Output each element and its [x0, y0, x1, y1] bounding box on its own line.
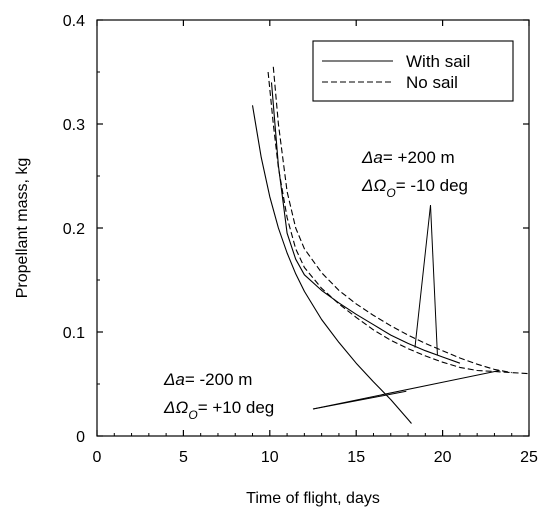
- annotation-symbol: Δa: [361, 148, 383, 167]
- annotation-pointer: [414, 205, 432, 348]
- x-tick-label: 25: [520, 449, 538, 466]
- legend-box: [312, 40, 514, 102]
- annotation-line1: Δa= +200 m: [361, 148, 455, 167]
- y-tick-label: 0.3: [63, 117, 85, 134]
- annotation-symbol: ΔΩ: [361, 176, 386, 195]
- series-line-dashed-minus: [267, 71, 530, 375]
- legend-label: No sail: [406, 73, 458, 92]
- y-tick-label: 0.1: [63, 325, 85, 342]
- y-tick-label: 0.2: [63, 221, 85, 238]
- annotation-symbol: Δa: [163, 370, 185, 389]
- annotation-pointer: [430, 205, 438, 355]
- annotation-line2: ΔΩO= +10 deg: [163, 398, 274, 422]
- annotation-value: = -10 deg: [396, 176, 468, 195]
- y-axis-label: Propellant mass, kg: [14, 158, 31, 299]
- legend-label: With sail: [406, 52, 470, 71]
- plot-series: [251, 66, 530, 424]
- annotation-subscript: O: [188, 408, 197, 422]
- annotation-line2: ΔΩO= -10 deg: [361, 176, 468, 200]
- series-line-solid-minus: [251, 105, 412, 424]
- x-axis-label: Time of flight, days: [246, 490, 380, 507]
- y-tick-label: 0: [76, 429, 85, 446]
- series-line-solid-plus: [270, 82, 461, 364]
- x-tick-label: 10: [261, 449, 279, 466]
- annotation-minus: Δa= -200 m ΔΩO= +10 deg: [163, 369, 500, 422]
- annotation-line1: Δa= -200 m: [163, 370, 252, 389]
- y-tick-label: 0.4: [63, 13, 85, 30]
- annotation-plus: Δa= +200 m ΔΩO= -10 deg: [361, 148, 468, 355]
- legend: With sail No sail: [312, 40, 514, 102]
- annotation-pointer: [312, 369, 500, 410]
- annotation-subscript: O: [386, 186, 395, 200]
- annotation-value: = +10 deg: [198, 398, 275, 417]
- series-line-dashed-plus: [272, 66, 512, 374]
- annotation-value: = +200 m: [383, 148, 455, 167]
- x-tick-label: 0: [93, 449, 102, 466]
- plot-axes: 0 5 10 15 20 25 0 0.1 0.2 0.3 0.4 Time of flight, d…: [14, 13, 538, 507]
- x-tick-label: 5: [179, 449, 188, 466]
- x-tick-label: 20: [434, 449, 452, 466]
- annotation-value: = -200 m: [185, 370, 253, 389]
- x-tick-label: 15: [347, 449, 365, 466]
- annotation-symbol: ΔΩ: [163, 398, 188, 417]
